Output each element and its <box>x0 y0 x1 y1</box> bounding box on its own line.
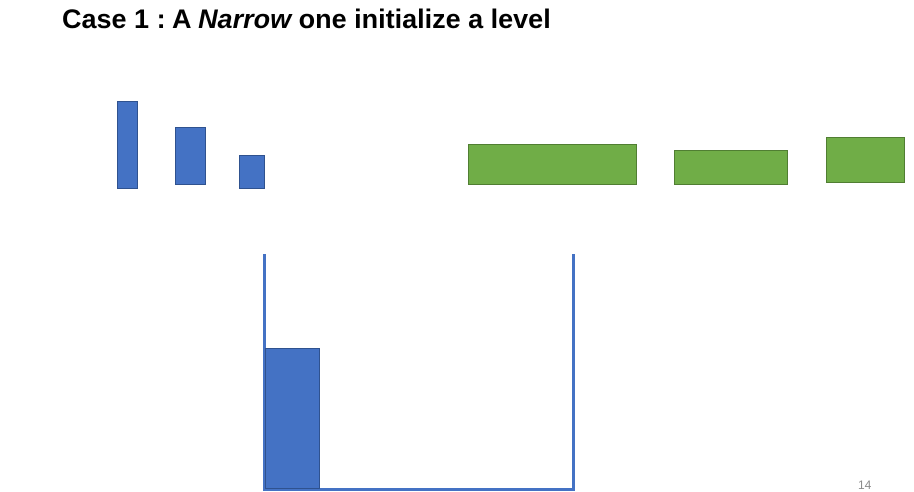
bucket-right-wall <box>572 254 575 491</box>
bucket-left-wall <box>263 254 266 491</box>
narrow-block-2 <box>175 127 206 185</box>
bucket-floor <box>263 488 575 491</box>
wide-block-2 <box>674 150 788 185</box>
placed-narrow-block <box>265 348 320 489</box>
wide-block-1 <box>468 144 637 185</box>
slide-title: Case 1 : A Narrow one initialize a level <box>62 2 551 36</box>
title-suffix: one initialize a level <box>291 4 551 34</box>
title-emphasis: Narrow <box>198 4 292 34</box>
narrow-block-3 <box>239 155 265 189</box>
wide-block-3 <box>826 137 905 183</box>
title-prefix: Case 1 : A <box>62 4 199 34</box>
narrow-block-1 <box>117 101 138 189</box>
page-number: 14 <box>858 478 872 492</box>
